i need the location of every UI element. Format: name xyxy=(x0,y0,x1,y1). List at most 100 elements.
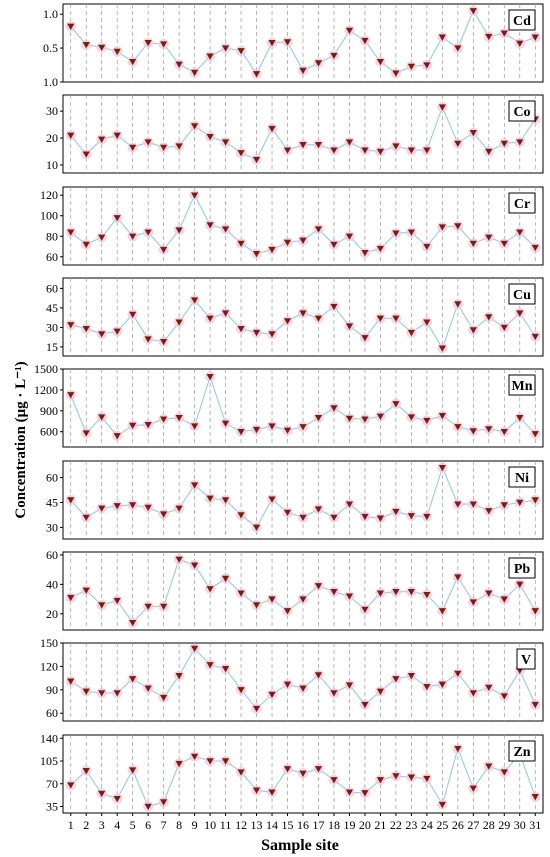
data-point xyxy=(454,45,462,52)
data-point xyxy=(345,682,354,689)
data-point xyxy=(160,144,168,152)
data-point xyxy=(454,574,462,581)
data-point xyxy=(485,148,493,156)
data-point xyxy=(221,45,230,52)
data-point xyxy=(376,245,385,253)
y-tick-label: 100 xyxy=(40,209,58,223)
data-point xyxy=(252,602,261,609)
data-point xyxy=(392,676,400,683)
data-point xyxy=(361,790,369,797)
data-point xyxy=(129,502,137,509)
data-point xyxy=(299,514,307,522)
data-point xyxy=(500,30,508,37)
data-point xyxy=(500,428,508,436)
data-point xyxy=(516,415,524,422)
y-axis-label: Concentration (μg · L⁻¹) xyxy=(13,361,29,518)
y-tick-label: 105 xyxy=(40,754,58,768)
data-point xyxy=(376,413,385,420)
data-point xyxy=(221,310,230,317)
data-point xyxy=(175,319,183,326)
data-point xyxy=(237,48,245,55)
data-point xyxy=(98,44,106,52)
data-point xyxy=(268,125,276,133)
y-tick-label: 60 xyxy=(46,281,58,295)
data-point xyxy=(206,315,214,322)
data-point xyxy=(283,318,292,325)
data-point xyxy=(485,33,493,41)
data-point xyxy=(299,237,307,244)
data-point xyxy=(113,132,121,139)
y-tick-label: 120 xyxy=(40,188,58,202)
data-point xyxy=(175,227,183,234)
data-point xyxy=(283,681,292,688)
panel-label-box xyxy=(508,740,536,762)
x-tick-label: 7 xyxy=(161,818,167,832)
data-point xyxy=(67,497,75,504)
y-tick-label: 600 xyxy=(40,425,58,439)
data-point xyxy=(330,241,338,249)
data-point xyxy=(113,215,121,222)
data-point xyxy=(345,501,354,508)
data-point xyxy=(438,104,446,111)
data-point xyxy=(268,496,276,503)
x-tick-label: 3 xyxy=(99,818,105,832)
data-point xyxy=(469,428,477,435)
data-point xyxy=(252,524,261,531)
data-point xyxy=(98,690,106,697)
data-point xyxy=(361,416,369,423)
data-point xyxy=(299,310,307,317)
data-point xyxy=(345,789,354,796)
data-point xyxy=(392,143,400,150)
data-point xyxy=(330,690,338,697)
panel-label-box xyxy=(508,9,536,31)
data-point xyxy=(314,315,323,322)
data-point xyxy=(252,329,261,337)
data-point xyxy=(144,422,152,429)
data-point xyxy=(531,34,539,41)
panel-label-box xyxy=(508,374,536,396)
data-point xyxy=(531,608,539,615)
x-tick-label: 6 xyxy=(145,818,151,832)
data-point xyxy=(144,803,152,811)
y-tick-label: 1200 xyxy=(34,383,58,397)
panel-label: Mn xyxy=(512,379,533,394)
x-tick-label: 5 xyxy=(130,818,136,832)
data-point xyxy=(438,345,446,352)
data-point xyxy=(221,139,230,146)
data-point xyxy=(299,770,307,777)
data-point xyxy=(423,417,431,425)
x-tick-labels: 1 2 3 4 5 6 7 8 9 10 11 12 13 14 15 16 17 18 19 20 21 22 23 24 2… xyxy=(68,813,541,832)
x-tick-label: 4 xyxy=(114,818,120,832)
data-point xyxy=(330,514,338,522)
data-point xyxy=(206,222,214,229)
panels-group: 1.0 0.5 1.0 Cd 10 20 30 Co 60 80 100 120 Cr 15 30 45 60 C… xyxy=(34,3,544,814)
y-tick-label: 40 xyxy=(46,577,58,591)
data-point xyxy=(67,132,75,139)
data-point xyxy=(500,140,508,148)
data-point xyxy=(345,415,354,423)
data-point xyxy=(175,415,183,422)
data-point xyxy=(268,789,276,796)
data-point xyxy=(531,333,539,341)
data-point xyxy=(361,701,369,709)
data-point xyxy=(67,782,75,789)
data-point xyxy=(113,690,121,697)
data-point xyxy=(485,426,493,433)
data-point xyxy=(268,596,276,603)
data-point xyxy=(485,763,493,770)
data-point xyxy=(454,140,462,148)
panel-ni: 30 45 60 Ni xyxy=(46,460,544,540)
data-point xyxy=(82,514,90,522)
data-point xyxy=(500,596,508,603)
data-point xyxy=(438,412,446,420)
data-point xyxy=(67,392,75,399)
data-point xyxy=(237,769,245,776)
data-point xyxy=(206,373,214,381)
data-point xyxy=(191,69,199,77)
data-point xyxy=(376,777,385,784)
data-point xyxy=(283,147,292,154)
data-point xyxy=(376,590,385,597)
data-point xyxy=(531,794,539,801)
data-point xyxy=(221,497,230,504)
data-point xyxy=(376,315,385,322)
